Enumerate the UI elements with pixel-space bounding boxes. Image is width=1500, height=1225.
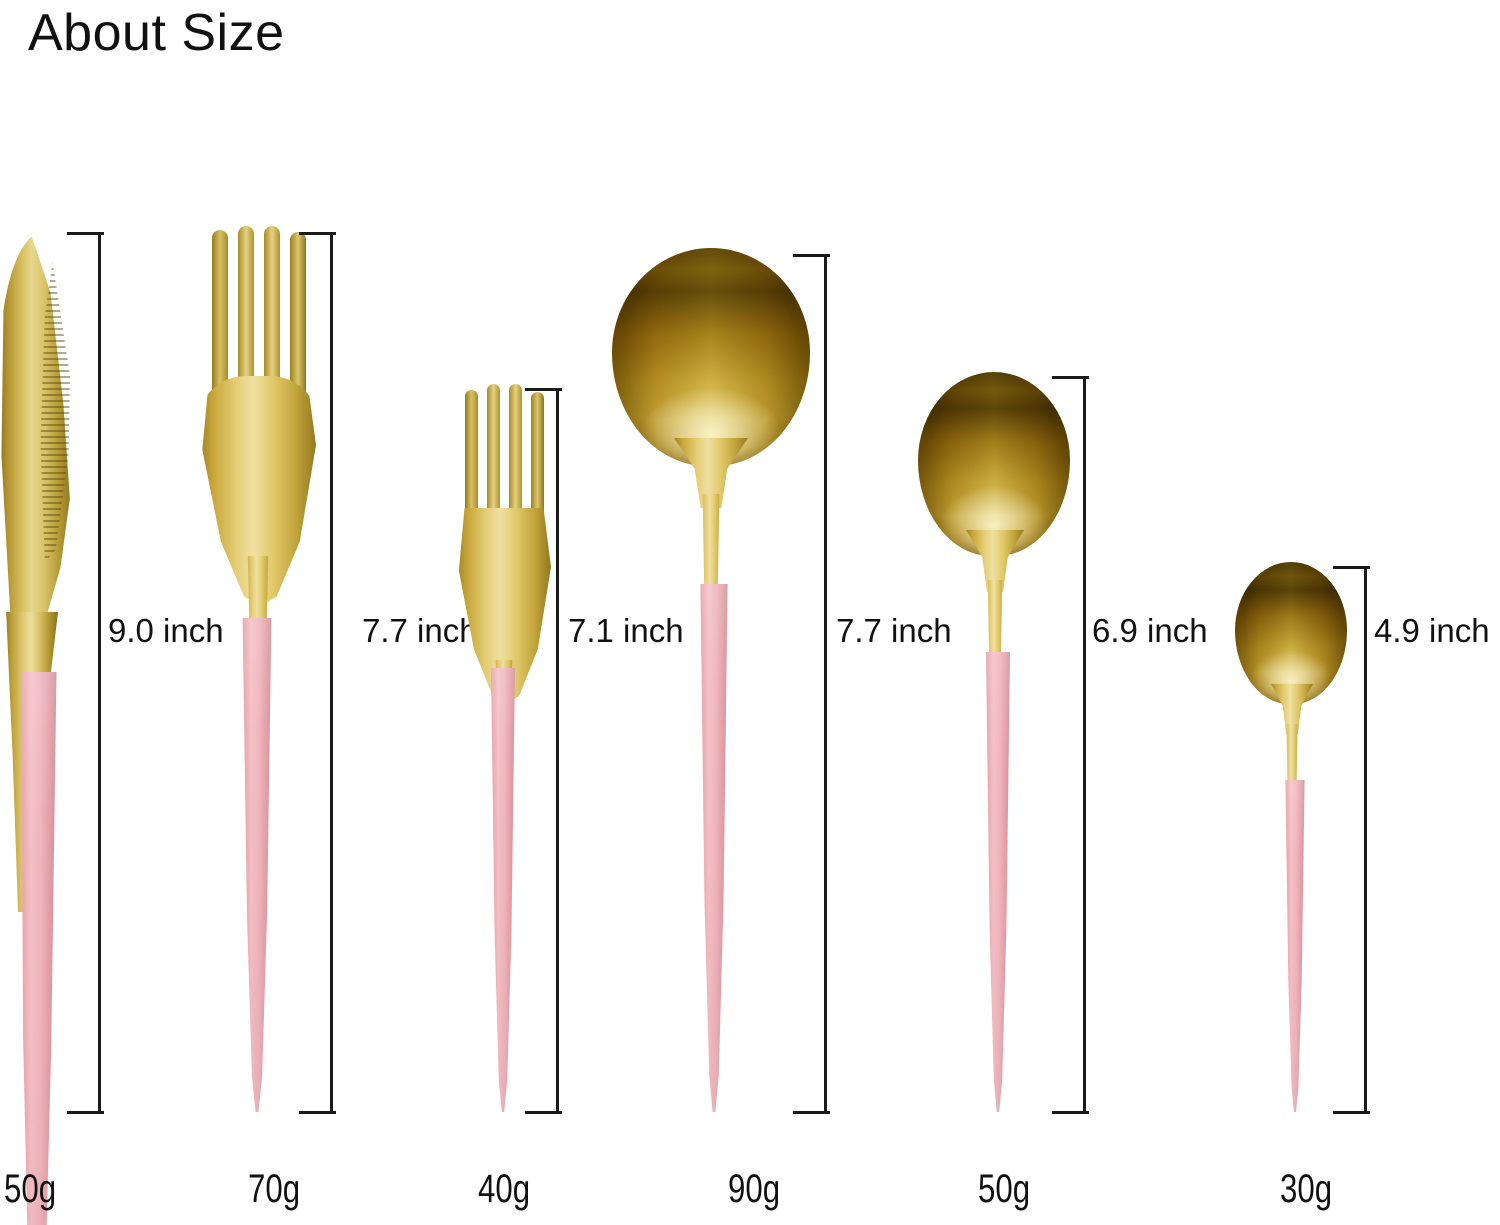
fork-tine	[531, 392, 544, 542]
bracket-tick-bottom	[67, 1111, 104, 1114]
spoon-handle	[700, 584, 728, 1112]
bracket-tick-bottom	[1333, 1111, 1370, 1114]
spoon-handle	[986, 652, 1010, 1112]
weight-label-salad-fork: 40g	[478, 1167, 531, 1211]
measure-bracket-soup-spoon	[793, 254, 830, 1114]
bracket-tick-bottom	[793, 1111, 830, 1114]
weight-label-teaspoon: 30g	[1280, 1167, 1333, 1211]
bracket-tick-top	[793, 254, 830, 257]
spoon-bowl	[1235, 562, 1347, 704]
fork-tine	[290, 232, 306, 418]
length-label-salad-fork: 7.1 inch	[568, 612, 684, 649]
weight-label-dessert-spoon: 50g	[978, 1167, 1031, 1211]
bracket-tick-top	[1333, 566, 1370, 569]
fork-handle	[491, 668, 515, 1112]
fork-tine	[487, 384, 500, 542]
cutlery-item-salad-fork	[455, 384, 551, 1112]
bracket-tick-top	[299, 232, 336, 235]
fork-tine	[264, 226, 280, 418]
spoon-bowl	[612, 248, 810, 466]
fork-tine	[509, 384, 522, 542]
measure-bracket-salad-fork	[525, 388, 562, 1114]
measure-bracket-teaspoon	[1333, 566, 1370, 1114]
measure-bracket-dinner-knife	[67, 232, 104, 1114]
page-title: About Size	[28, 4, 285, 62]
weight-label-dinner-knife: 50g	[4, 1167, 57, 1211]
bracket-tick-top	[525, 388, 562, 391]
spoon-stem	[702, 494, 720, 598]
weight-label-dinner-fork: 70g	[248, 1167, 301, 1211]
bracket-tick-bottom	[525, 1111, 562, 1114]
spoon-stem	[987, 580, 1003, 668]
spoon-stem	[1286, 724, 1298, 794]
spoon-handle	[1285, 780, 1305, 1112]
length-label-dessert-spoon: 6.9 inch	[1092, 612, 1208, 649]
bracket-tick-top	[1052, 376, 1089, 379]
cutlery-item-dinner-knife	[0, 232, 78, 1225]
fork-tine	[212, 230, 228, 418]
measure-bracket-dinner-fork	[299, 232, 336, 1114]
cutlery-item-dessert-spoon	[918, 372, 1078, 1112]
length-label-dinner-fork: 7.7 inch	[362, 612, 478, 649]
bracket-tick-bottom	[1052, 1111, 1089, 1114]
spoon-bowl	[918, 372, 1070, 556]
fork-tine	[465, 390, 478, 542]
fork-tine	[238, 226, 254, 418]
fork-handle	[242, 618, 272, 1112]
length-label-soup-spoon: 7.7 inch	[836, 612, 952, 649]
bracket-tick-top	[67, 232, 104, 235]
cutlery-item-soup-spoon	[612, 248, 816, 1112]
knife-handle	[21, 672, 57, 1225]
cutlery-item-teaspoon	[1235, 562, 1355, 1112]
weight-label-soup-spoon: 90g	[728, 1167, 781, 1211]
length-label-teaspoon: 4.9 inch	[1374, 612, 1490, 649]
length-label-dinner-knife: 9.0 inch	[108, 612, 224, 649]
measure-bracket-dessert-spoon	[1052, 376, 1089, 1114]
cutlery-item-dinner-fork	[198, 226, 316, 1112]
bracket-tick-bottom	[299, 1111, 336, 1114]
